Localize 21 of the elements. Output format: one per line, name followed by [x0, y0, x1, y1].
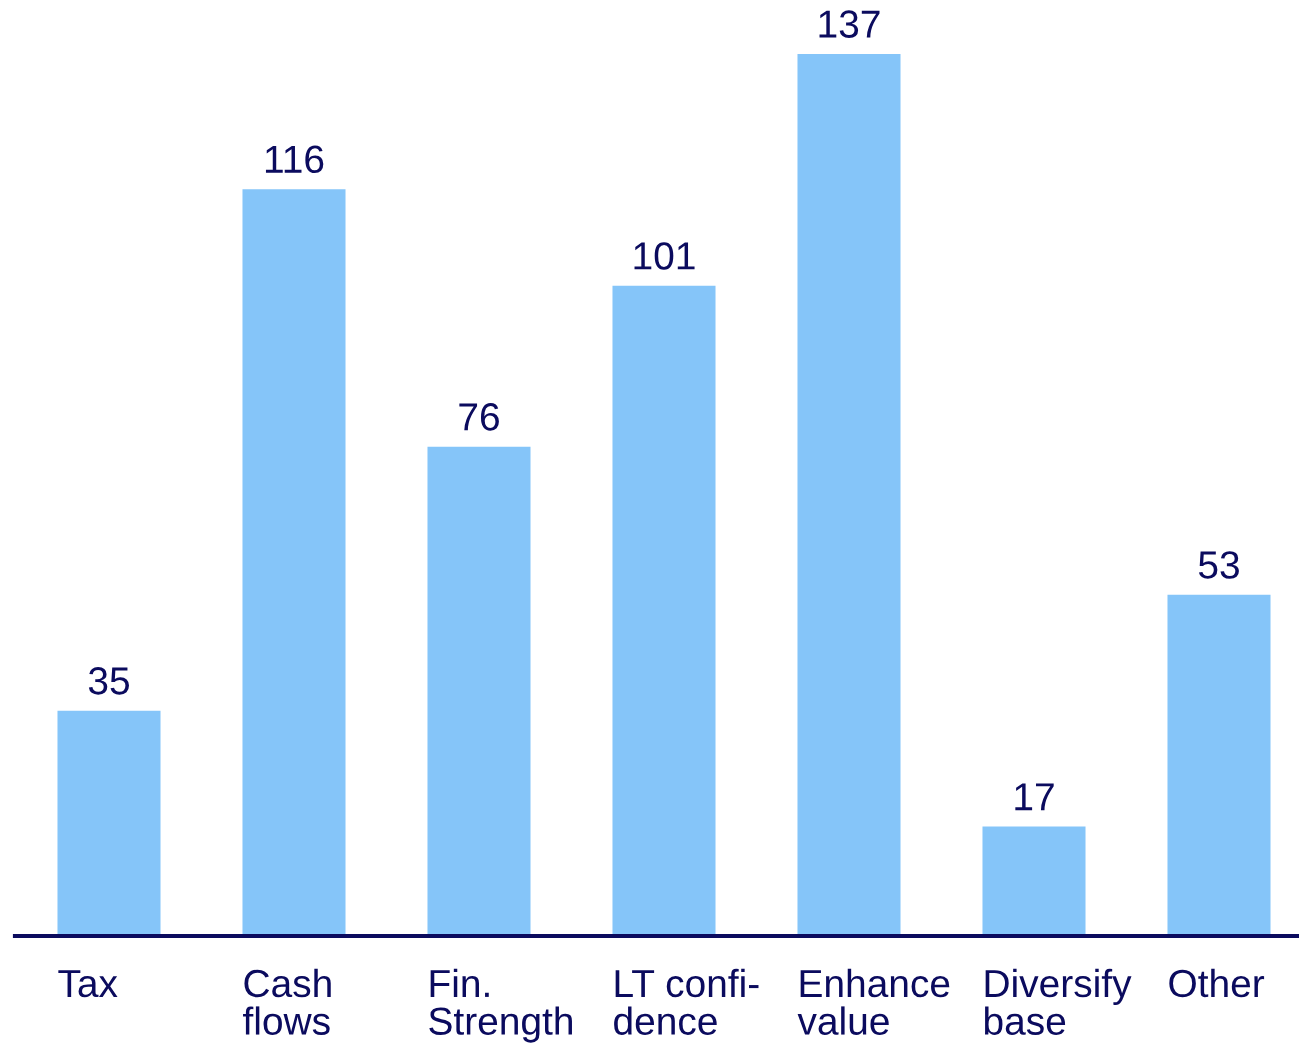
data-label: 53 — [1198, 551, 1239, 579]
x-tick-label: Diversify base — [984, 968, 1132, 1035]
bar — [242, 189, 346, 936]
bar — [57, 710, 161, 936]
x-tick-label: LT confi- dence — [614, 968, 759, 1035]
bar — [612, 285, 716, 936]
x-tick-label: Cash flows — [243, 968, 331, 1035]
x-tick-label: Other — [1169, 968, 1265, 998]
data-label: 101 — [634, 242, 695, 270]
data-label: 76 — [459, 403, 499, 431]
data-label: 17 — [1015, 783, 1054, 811]
bar — [1167, 594, 1271, 936]
x-tick-label: Enhance value — [797, 968, 950, 1035]
data-label: 116 — [265, 145, 324, 174]
x-tick-label: Fin. Strength — [429, 968, 572, 1043]
bar — [797, 53, 901, 936]
bar — [982, 826, 1086, 936]
x-tick-label: Tax — [58, 970, 118, 998]
data-label: 35 — [88, 667, 129, 695]
data-label: 137 — [819, 10, 880, 38]
bar — [427, 446, 531, 936]
